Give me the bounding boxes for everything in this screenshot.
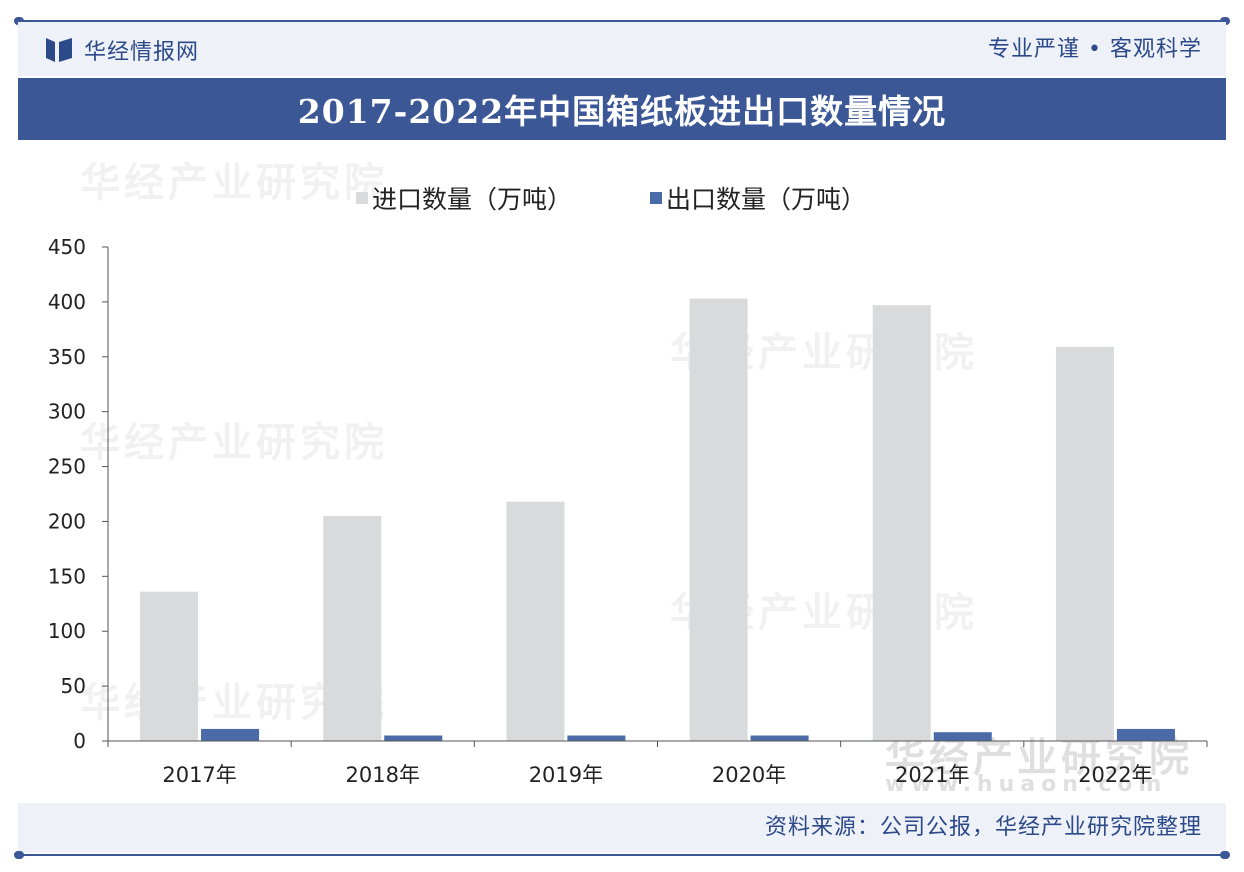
x-axis: 2017年 2018年 2019年 2020年 2021年 2022年 [107,740,1208,787]
export-bar [567,735,626,741]
y-tick-label: 150 [48,564,86,588]
slogan: 专业严谨 • 客观科学 [988,37,1202,62]
y-tick-label: 450 [48,235,86,259]
title-bar: 2017-2022年中国箱纸板进出口数量情况 [18,78,1226,140]
x-tick-label: 2019年 [529,763,603,787]
bottom-rule-dot-left [14,851,24,859]
chart-title: 2017-2022年中国箱纸板进出口数量情况 [297,92,947,131]
import-bar [140,591,199,741]
import-bar [323,515,382,741]
top-rule-dot-right [1220,17,1230,25]
y-tick-label: 50 [61,674,86,698]
x-tick-label: 2020年 [712,763,786,787]
y-axis: 0 50 100 150 200 250 300 350 400 450 [48,235,109,753]
bottom-rule-dot-right [1220,851,1230,859]
brand: 华经情报网 [46,36,200,65]
bars [140,298,1175,741]
header-bar [18,22,1226,76]
import-bar [506,501,565,741]
bottom-rule [18,854,1226,856]
y-tick-label: 250 [48,455,86,479]
top-rule-dot-left [14,17,24,25]
x-tick-label: 2018年 [346,763,420,787]
legend-swatch [356,192,368,204]
import-bar [1055,346,1114,741]
legend-label: 进口数量（万吨） [372,185,572,214]
y-tick-label: 100 [48,619,86,643]
export-bar [750,735,809,741]
legend: 进口数量（万吨） 出口数量（万吨） [356,185,866,214]
footer-bar [18,803,1226,853]
y-tick-label: 0 [73,729,86,753]
x-tick-label: 2017年 [162,763,236,787]
y-tick-label: 200 [48,509,86,533]
x-tick-label: 2022年 [1078,763,1152,787]
brand-name: 华经情报网 [84,40,200,65]
brand-logo-icon [46,38,72,62]
export-bar [933,732,992,741]
y-tick-label: 400 [48,290,86,314]
top-rule [18,20,1226,22]
export-bar [201,728,260,741]
import-bar [689,298,748,741]
y-tick-label: 300 [48,400,86,424]
export-bar [1116,728,1175,741]
y-tick-label: 350 [48,345,86,369]
source-note: 资料来源：公司公报，华经产业研究院整理 [764,815,1202,840]
x-tick-label: 2021年 [895,763,969,787]
legend-swatch [650,192,662,204]
import-bar [872,305,931,741]
export-bar [384,735,443,741]
legend-label: 出口数量（万吨） [666,185,866,214]
